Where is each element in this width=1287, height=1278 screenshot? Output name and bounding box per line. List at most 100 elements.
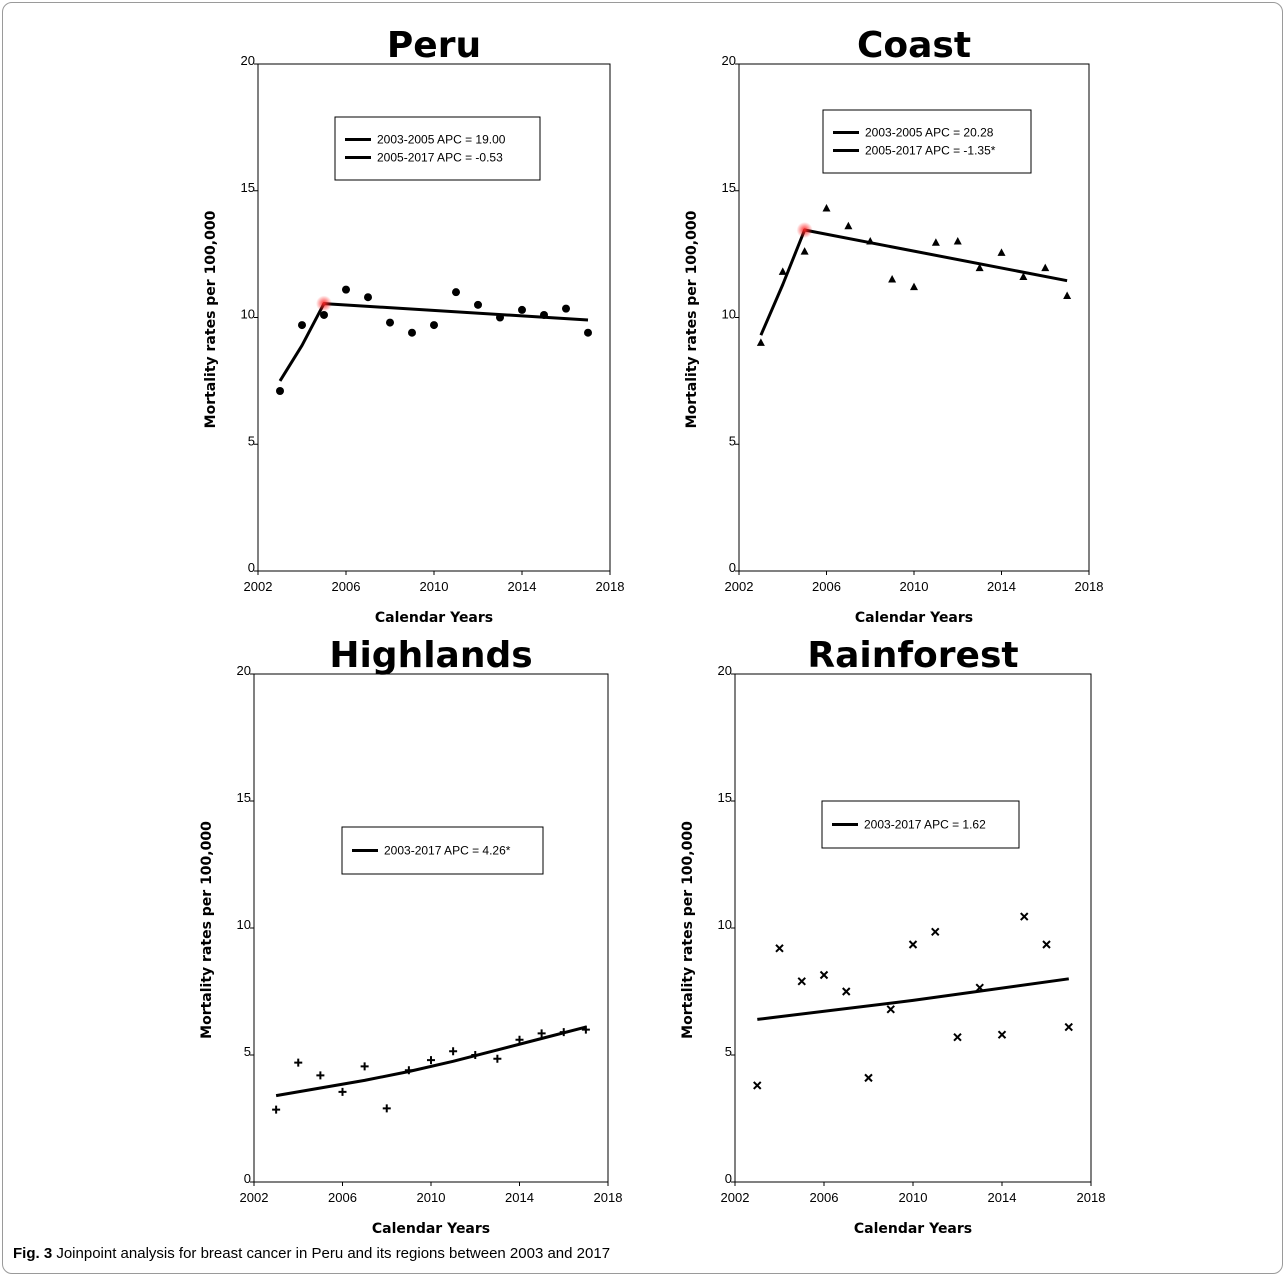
y-tick-label: 10 (241, 307, 255, 322)
data-point (276, 387, 284, 396)
x-tick-label: 2018 (1077, 1190, 1106, 1205)
legend-entry: 2003-2005 APC = 19.00 (377, 133, 506, 147)
data-point (1020, 912, 1029, 921)
data-point (953, 1033, 962, 1042)
y-axis-label: Mortality rates per 100,000 (199, 821, 215, 1039)
chart-title: Peru (387, 25, 481, 66)
data-point (316, 1071, 325, 1080)
data-point (997, 1030, 1007, 1039)
data-point (540, 310, 548, 319)
data-point (888, 274, 897, 283)
x-tick-label: 2010 (420, 579, 449, 594)
y-axis-label: Mortality rates per 100,000 (680, 821, 696, 1039)
data-point (953, 236, 962, 245)
legend-box (822, 109, 1032, 174)
legend-entry: 2003-2017 APC = 1.62 (864, 818, 986, 832)
data-point (822, 203, 831, 212)
data-point (864, 1073, 873, 1083)
legend-entry: 2003-2005 APC = 20.28 (865, 126, 994, 140)
data-point (886, 1005, 895, 1014)
y-tick-label: 0 (244, 1171, 251, 1186)
chart-title: Highlands (329, 635, 532, 676)
data-point (452, 288, 460, 297)
y-tick-label: 10 (718, 917, 732, 932)
data-point (1064, 1022, 1073, 1032)
y-tick-label: 20 (237, 663, 251, 678)
legend-box (334, 116, 541, 181)
x-tick-label: 2006 (328, 1190, 357, 1205)
data-point (997, 248, 1006, 256)
x-tick-label: 2002 (244, 579, 273, 594)
chart-title: Coast (857, 25, 971, 66)
data-point (1041, 263, 1050, 272)
data-point (975, 263, 984, 272)
data-point (908, 940, 918, 949)
y-tick-label: 5 (244, 1044, 251, 1059)
data-point (493, 1054, 502, 1063)
data-point (753, 1081, 762, 1090)
data-point (537, 1029, 546, 1038)
trend-line (757, 977, 1070, 1021)
data-point (775, 944, 784, 953)
y-tick-label: 15 (241, 180, 255, 195)
y-axis-label: Mortality rates per 100,000 (203, 210, 219, 428)
x-tick-label: 2014 (508, 579, 537, 594)
x-axis-label: Calendar Years (854, 1221, 972, 1237)
data-point (778, 267, 787, 275)
x-tick-label: 2018 (594, 1190, 623, 1205)
caption-text: Joinpoint analysis for breast cancer in … (56, 1245, 611, 1262)
y-tick-label: 0 (248, 560, 255, 575)
y-tick-label: 20 (241, 53, 255, 68)
data-point (910, 282, 918, 291)
data-point (797, 977, 806, 986)
x-tick-label: 2018 (596, 579, 625, 594)
data-point (975, 983, 984, 992)
y-tick-label: 0 (729, 560, 736, 575)
x-tick-label: 2014 (505, 1190, 534, 1205)
data-point (408, 328, 416, 337)
data-point (518, 305, 526, 314)
legend-entry: 2005-2017 APC = -1.35* (865, 144, 996, 158)
plot-frame (734, 673, 1092, 1183)
trend-line (759, 228, 1068, 336)
data-point (866, 236, 875, 245)
x-tick-label: 2014 (987, 579, 1016, 594)
data-point (584, 328, 592, 337)
x-tick-label: 2010 (417, 1190, 446, 1205)
data-point (1019, 272, 1028, 280)
data-point (842, 987, 851, 996)
data-point (819, 970, 829, 980)
y-tick-label: 5 (729, 433, 736, 448)
x-tick-label: 2018 (1075, 579, 1104, 594)
data-point (515, 1035, 524, 1044)
data-point (430, 321, 438, 330)
x-tick-label: 2014 (988, 1190, 1017, 1205)
x-tick-label: 2002 (240, 1190, 269, 1205)
data-point (562, 304, 570, 313)
data-point (559, 1028, 568, 1037)
chart-panel-1: Peru 2002 2006 2010 2014 2018 0 5 10 15 20 Calendar… (203, 25, 624, 626)
data-point (1063, 291, 1072, 299)
trend-line (278, 302, 589, 382)
data-point (320, 310, 328, 319)
data-point (338, 1087, 347, 1096)
y-tick-label: 15 (237, 790, 251, 805)
data-point (360, 1062, 369, 1071)
data-point (404, 1066, 413, 1075)
data-point (496, 313, 504, 322)
y-tick-label: 15 (722, 180, 736, 195)
plot-frame (253, 673, 609, 1183)
y-axis-label: Mortality rates per 100,000 (684, 210, 700, 428)
y-tick-label: 10 (722, 307, 736, 322)
x-tick-label: 2006 (812, 579, 841, 594)
data-point (1042, 940, 1051, 949)
data-point (756, 338, 765, 346)
data-point (931, 238, 940, 246)
y-tick-label: 20 (718, 663, 732, 678)
chart-title: Rainforest (807, 635, 1018, 676)
x-axis-label: Calendar Years (372, 1221, 490, 1237)
y-tick-label: 5 (248, 433, 255, 448)
data-point (342, 285, 350, 294)
